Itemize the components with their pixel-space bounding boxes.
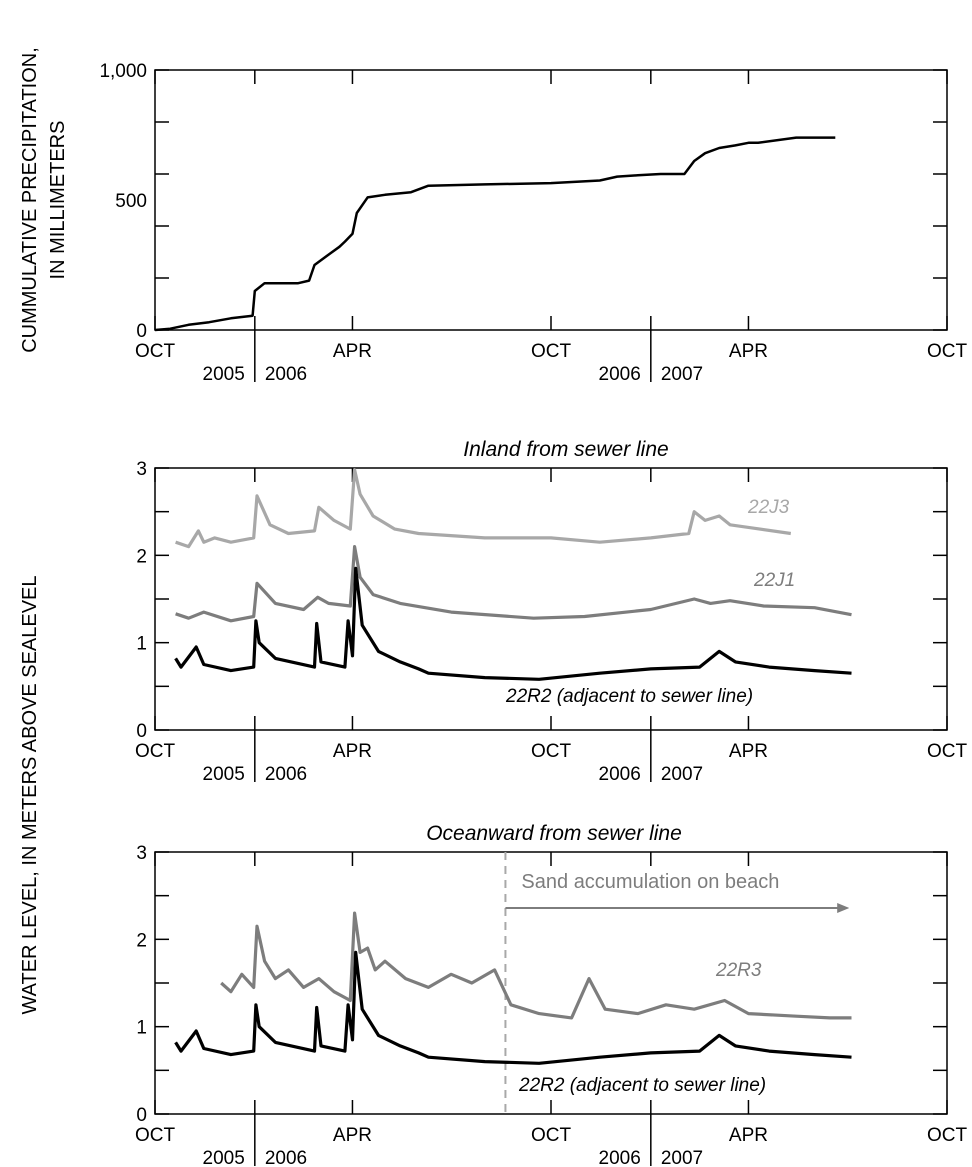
y-tick-label: 1: [136, 634, 147, 655]
inland-series-line-2: [174, 566, 852, 681]
precipitation-ylabel-line2: IN MILLIMETERS: [47, 121, 69, 280]
y-tick-label: 0: [136, 721, 147, 742]
year-label: 2007: [661, 1148, 703, 1167]
x-tick-label: OCT: [135, 1125, 176, 1146]
x-tick-label: APR: [729, 341, 768, 362]
x-tick-label: APR: [333, 341, 372, 362]
series-label-22r2-oceanward: 22R2 (adjacent to sewer line): [518, 1075, 766, 1096]
x-tick-label: OCT: [135, 341, 176, 362]
year-label: 2007: [661, 364, 703, 385]
year-label: 2006: [599, 364, 641, 385]
year-label: 2006: [265, 364, 307, 385]
y-tick-label: 0: [136, 321, 147, 342]
x-tick-label: OCT: [927, 1125, 968, 1146]
y-tick-label: 0: [136, 1105, 147, 1126]
year-label: 2006: [599, 764, 641, 785]
y-tick-label: 2: [136, 546, 147, 567]
precipitation-panel: OCT APR OCT APR OCT 2005 2006 2006 2007 0 500 1,000: [99, 61, 967, 385]
inland-series-line-1: [175, 544, 852, 623]
series-label-22j1: 22J1: [753, 570, 795, 591]
series-label-22j3: 22J3: [747, 497, 790, 518]
year-label: 2006: [265, 764, 307, 785]
y-tick-label: 2: [136, 930, 147, 951]
ocean-series-line-0: [220, 911, 852, 1020]
x-tick-label: OCT: [927, 741, 968, 762]
x-tick-label: APR: [333, 1125, 372, 1146]
inland-panel: Inland from sewer line OCT APR OCT APR OCT20…: [135, 438, 968, 785]
precip-series-line-0: [154, 136, 836, 332]
x-tick-label: APR: [333, 741, 372, 762]
precipitation-ylabel-line1: CUMMULATIVE PRECIPITATION,: [19, 47, 41, 353]
x-tick-label: OCT: [531, 1125, 572, 1146]
water-level-ylabel: WATER LEVEL, IN METERS ABOVE SEALEVEL: [19, 575, 41, 1014]
oceanward-panel-title: Oceanward from sewer line: [426, 822, 682, 845]
series-label-22r2-inland: 22R2 (adjacent to sewer line): [505, 686, 753, 707]
year-label: 2005: [203, 1148, 245, 1167]
y-tick-label: 3: [136, 843, 147, 864]
year-label: 2005: [203, 364, 245, 385]
x-tick-label: OCT: [135, 741, 176, 762]
sand-accumulation-label: Sand accumulation on beach: [521, 871, 779, 893]
oceanward-panel: Oceanward from sewer line OCT APR OCT APR OC…: [135, 822, 968, 1167]
y-tick-label: 1,000: [99, 61, 147, 82]
ocean-series-line-1: [174, 950, 852, 1065]
year-label: 2006: [265, 1148, 307, 1167]
x-tick-label: OCT: [531, 341, 572, 362]
x-tick-label: APR: [729, 1125, 768, 1146]
inland-panel-title: Inland from sewer line: [463, 438, 668, 461]
series-label-22r3: 22R3: [715, 960, 762, 981]
y-tick-label: 1: [136, 1018, 147, 1039]
year-label: 2005: [203, 764, 245, 785]
x-tick-label: OCT: [927, 341, 968, 362]
x-tick-label: OCT: [531, 741, 572, 762]
inland-series-line-0: [175, 468, 792, 549]
year-label: 2006: [599, 1148, 641, 1167]
x-tick-label: APR: [729, 741, 768, 762]
precipitation-plot-frame: [154, 69, 948, 331]
y-tick-label: 3: [136, 459, 147, 480]
year-label: 2007: [661, 764, 703, 785]
y-tick-label: 500: [115, 191, 147, 212]
